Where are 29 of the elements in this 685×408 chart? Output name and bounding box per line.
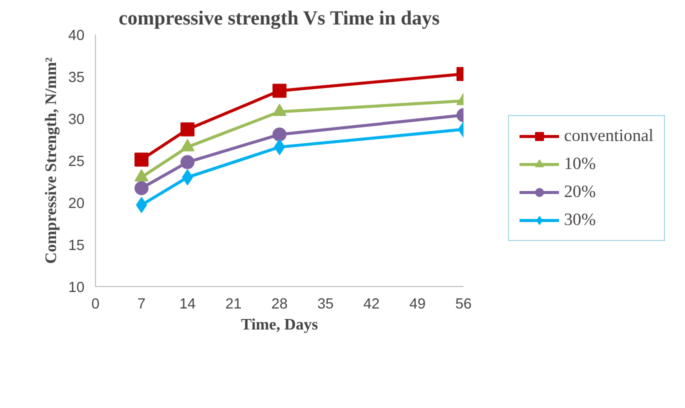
x-tick-label: 21 xyxy=(225,296,242,312)
point xyxy=(272,84,286,98)
legend-label: 10% xyxy=(564,154,596,174)
point xyxy=(180,122,194,136)
y-tick-label: 30 xyxy=(68,112,85,128)
x-tick-label: 35 xyxy=(317,296,334,312)
x-axis-title: Time, Days xyxy=(240,316,318,334)
x-tick-label: 56 xyxy=(455,296,472,312)
point xyxy=(272,127,286,142)
point xyxy=(134,181,148,196)
x-tick-label: 49 xyxy=(409,296,426,312)
x-tick-label: 42 xyxy=(363,296,380,312)
x-tick-label: 28 xyxy=(271,296,288,312)
x-tick-label: 0 xyxy=(91,296,100,312)
x-tick-label: 7 xyxy=(137,296,146,312)
legend-label: 20% xyxy=(564,182,596,202)
y-tick-label: 25 xyxy=(68,154,85,170)
y-axis-title: Compressive Strength, N/mm² xyxy=(43,57,60,264)
chart-title: compressive strength Vs Time in days xyxy=(118,8,440,30)
y-tick-label: 20 xyxy=(68,196,85,212)
x-tick-label: 14 xyxy=(179,296,196,312)
legend-label: 30% xyxy=(564,210,596,230)
y-tick-label: 40 xyxy=(68,28,85,44)
y-tick-label: 10 xyxy=(68,280,85,296)
y-tick-label: 15 xyxy=(68,238,85,254)
point xyxy=(134,152,148,167)
y-tick-label: 35 xyxy=(68,70,85,86)
point xyxy=(180,155,194,170)
legend-label: conventional xyxy=(564,126,654,146)
